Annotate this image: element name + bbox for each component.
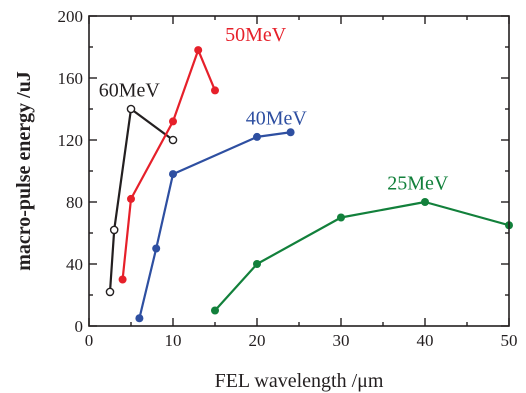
data-point xyxy=(253,132,261,141)
x-tick-label: 50 xyxy=(501,331,518,350)
data-point xyxy=(109,225,119,235)
data-point xyxy=(105,287,115,297)
ticks-layer: 0 10 20 30 40 50 0 40 80 120 160 200 xyxy=(58,7,518,350)
y-tick-label: 120 xyxy=(58,131,84,150)
data-point xyxy=(253,260,261,268)
y-axis-title: macro-pulse energy /uJ xyxy=(13,71,35,271)
data-point xyxy=(135,314,144,323)
y-tick-label: 200 xyxy=(58,7,84,26)
data-point xyxy=(152,244,161,253)
data-point xyxy=(169,170,177,179)
series-60MeV xyxy=(105,104,178,297)
x-tick-label: 10 xyxy=(165,331,182,350)
data-point xyxy=(211,86,219,95)
data-point xyxy=(168,135,178,145)
data-point xyxy=(127,194,135,203)
y-tick-label: 80 xyxy=(66,193,83,212)
x-tick-label: 40 xyxy=(417,331,434,350)
labels-layer: 60MeV 50MeV 40MeV 25MeV xyxy=(99,24,449,195)
y-tick-label: 0 xyxy=(75,317,84,336)
y-tick-label: 40 xyxy=(66,255,83,274)
series-line xyxy=(138,131,291,319)
series-40MeV xyxy=(135,128,295,323)
data-point xyxy=(169,117,177,126)
series-label: 60MeV xyxy=(99,80,161,102)
series-line xyxy=(108,107,174,292)
data-point xyxy=(126,104,136,114)
series-label: 40MeV xyxy=(246,108,308,130)
data-point xyxy=(194,46,203,55)
data-point xyxy=(286,128,295,137)
series-label: 50MeV xyxy=(225,24,287,46)
x-axis-title: FEL wavelength /μm xyxy=(215,370,384,392)
data-point xyxy=(211,306,219,315)
series-line xyxy=(214,200,510,312)
data-point xyxy=(118,275,127,284)
x-tick-label: 30 xyxy=(333,331,350,350)
plot-frame xyxy=(88,15,510,327)
series-label: 25MeV xyxy=(387,173,449,195)
y-tick-label: 160 xyxy=(58,69,84,88)
data-point xyxy=(421,198,429,206)
x-tick-label: 20 xyxy=(249,331,266,350)
x-tick-label: 0 xyxy=(85,331,94,350)
series-layer xyxy=(105,46,513,323)
series-25MeV xyxy=(211,198,513,315)
data-point xyxy=(337,213,345,222)
series-50MeV xyxy=(118,46,219,284)
